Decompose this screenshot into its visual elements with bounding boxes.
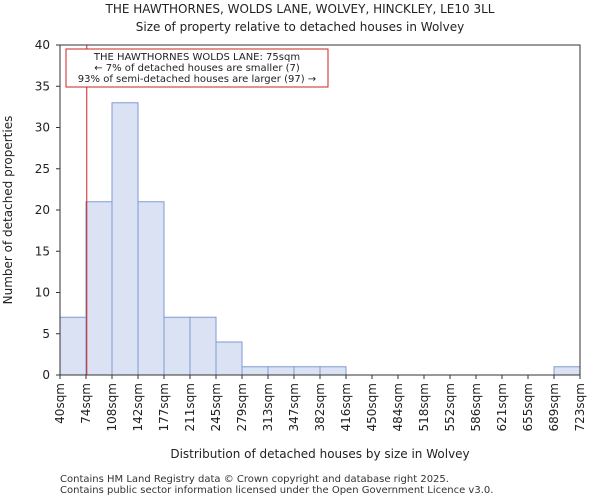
annotation-line-2: ← 7% of detached houses are smaller (7)	[94, 63, 300, 74]
y-tick-label: 0	[42, 368, 50, 382]
x-tick-label: 518sqm	[417, 383, 431, 431]
y-tick-label: 40	[35, 38, 50, 52]
x-tick-label: 211sqm	[183, 383, 197, 431]
x-tick-label: 142sqm	[131, 383, 145, 431]
y-axis-label: Number of detached properties	[1, 116, 15, 305]
x-tick-label: 108sqm	[105, 383, 119, 431]
y-tick-label: 25	[35, 162, 50, 176]
bar-142sqm	[137, 201, 165, 376]
chart-subtitle: Size of property relative to detached ho…	[136, 20, 464, 34]
bar-689sqm	[553, 366, 581, 376]
x-tick-label: 484sqm	[391, 383, 405, 431]
x-tick-label: 177sqm	[157, 383, 171, 431]
annotation-line-1: THE HAWTHORNES WOLDS LANE: 75sqm	[93, 52, 300, 63]
y-tick-label: 30	[35, 121, 50, 135]
bar-177sqm	[163, 316, 191, 376]
y-axis: 0 5 10 15 20 25 30 35 40	[35, 38, 60, 382]
x-tick-label: 382sqm	[313, 383, 327, 431]
footer-attribution-1: Contains HM Land Registry data © Crown c…	[60, 474, 449, 485]
x-tick-label: 416sqm	[339, 383, 353, 431]
y-tick-label: 35	[35, 79, 50, 93]
x-tick-label: 313sqm	[261, 383, 275, 431]
bar-40sqm	[59, 316, 87, 376]
y-tick-label: 20	[35, 203, 50, 217]
bar-347sqm	[293, 366, 321, 376]
y-tick-label: 5	[42, 327, 50, 341]
bar-382sqm	[319, 366, 347, 376]
x-tick-label: 347sqm	[287, 383, 301, 431]
bar-74sqm	[85, 201, 113, 376]
x-tick-label: 586sqm	[469, 383, 483, 431]
x-axis: 40sqm 74sqm 108sqm 142sqm 177sqm 211sqm 245sqm…	[53, 375, 587, 431]
bar-279sqm	[241, 366, 269, 376]
x-tick-label: 552sqm	[443, 383, 457, 431]
annotation-line-3: 93% of semi-detached houses are larger (…	[78, 74, 316, 85]
bar-313sqm	[267, 366, 295, 376]
x-tick-label: 621sqm	[495, 383, 509, 431]
x-tick-label: 279sqm	[235, 383, 249, 431]
bar-108sqm	[111, 102, 139, 376]
x-tick-label: 40sqm	[53, 383, 67, 424]
x-tick-label: 245sqm	[209, 383, 223, 431]
annotation-box: THE HAWTHORNES WOLDS LANE: 75sqm ← 7% of…	[65, 48, 329, 88]
x-tick-label: 689sqm	[547, 383, 561, 431]
bar-245sqm	[215, 341, 243, 376]
bars-group	[59, 102, 581, 376]
x-tick-label: 655sqm	[521, 383, 535, 431]
bar-211sqm	[189, 316, 217, 376]
chart-title: THE HAWTHORNES, WOLDS LANE, WOLVEY, HINC…	[105, 2, 495, 16]
footer-attribution-2: Contains public sector information licen…	[60, 485, 494, 496]
annotation-border	[65, 48, 329, 88]
y-tick-label: 10	[35, 286, 50, 300]
x-tick-label: 450sqm	[365, 383, 379, 431]
x-tick-label: 723sqm	[573, 383, 587, 431]
y-tick-label: 15	[35, 244, 50, 258]
x-tick-label: 74sqm	[79, 383, 93, 424]
x-axis-label: Distribution of detached houses by size …	[170, 447, 469, 461]
